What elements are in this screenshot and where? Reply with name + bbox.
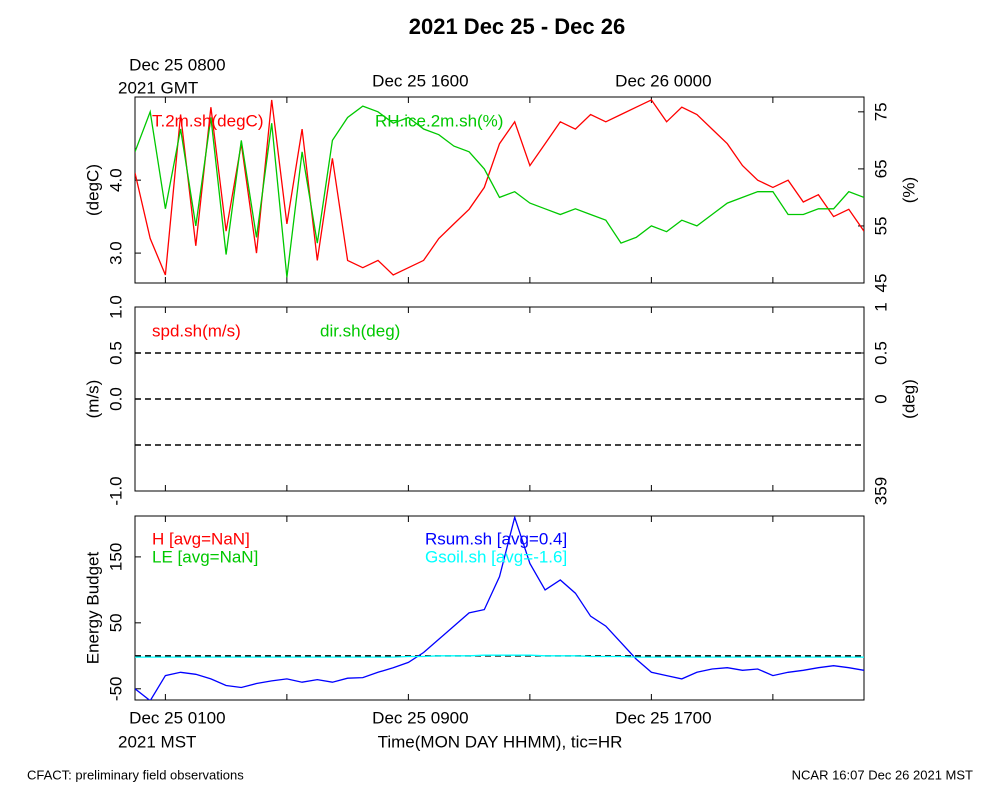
y-tick-label: 150 (106, 543, 125, 571)
y-tick-label: 50 (106, 613, 125, 632)
y-tick-label: 0.5 (106, 341, 125, 365)
x2-tick-label: Dec 25 1600 (372, 71, 468, 90)
y2-tick-label: 65 (871, 159, 890, 178)
data-line (135, 516, 864, 700)
chart-title: 2021 Dec 25 - Dec 26 (409, 14, 626, 39)
y-tick-label: 3.0 (106, 241, 125, 265)
legend-entry: T.2m.sh(degC) (152, 111, 263, 130)
legend-entry: LE [avg=NaN] (152, 547, 258, 566)
y-axis-label: (degC) (83, 164, 102, 216)
y2-tick-label: 75 (871, 102, 890, 121)
footer-left: CFACT: preliminary field observations (27, 767, 244, 782)
y-axis-label: Energy Budget (83, 551, 102, 664)
y2-tick-label: 359 (871, 477, 890, 505)
x-tick-label: Dec 25 0900 (372, 708, 468, 727)
legend-entry: dir.sh(deg) (320, 321, 400, 340)
x-tick-label: Dec 25 1700 (615, 708, 711, 727)
plot-frame (134, 96, 865, 284)
plot-frame (134, 515, 865, 701)
y-axis-label: (m/s) (83, 380, 102, 419)
data-line (135, 654, 864, 658)
data-line (135, 99, 864, 276)
x-tick-label: Dec 25 0100 (129, 708, 225, 727)
legend-entry: Rsum.sh [avg=0.4] (425, 529, 567, 548)
legend-entry: RH.ice.2m.sh(%) (375, 111, 503, 130)
legend-entry: spd.sh(m/s) (152, 321, 241, 340)
y2-tick-label: 55 (871, 216, 890, 235)
x2-tick-label: Dec 26 0000 (615, 71, 711, 90)
y-tick-label: 1.0 (106, 295, 125, 319)
y-tick-label: 0.0 (106, 387, 125, 411)
y2-tick-label: 0.5 (871, 341, 890, 365)
y2-axis-label: (deg) (899, 379, 918, 419)
x2-axis-note: 2021 GMT (118, 78, 198, 97)
legend-entry: H [avg=NaN] (152, 529, 250, 548)
y2-tick-label: 0 (871, 394, 890, 403)
legend-entry: Gsoil.sh [avg=-1.6] (425, 547, 567, 566)
plot-area (135, 99, 864, 278)
y2-axis-label: (%) (899, 177, 918, 203)
x-axis-label: Time(MON DAY HHMM), tic=HR (378, 732, 623, 751)
x2-tick-label: Dec 25 0800 (129, 55, 225, 74)
footer-right: NCAR 16:07 Dec 26 2021 MST (792, 767, 973, 782)
data-line (135, 105, 864, 278)
x-axis-note: 2021 MST (118, 732, 196, 751)
y-tick-label: -1.0 (106, 476, 125, 505)
y-tick-label: 4.0 (106, 168, 125, 192)
y-tick-label: -50 (106, 676, 125, 701)
y2-tick-label: 45 (871, 274, 890, 293)
y2-tick-label: 1 (871, 302, 890, 311)
plot-area (135, 516, 864, 700)
